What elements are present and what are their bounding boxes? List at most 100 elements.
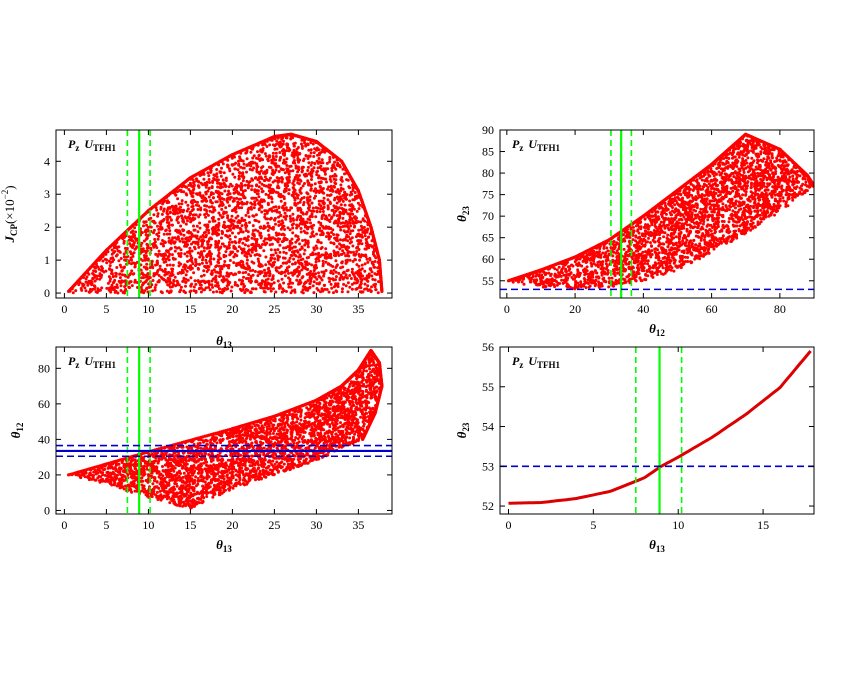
scatter-point xyxy=(296,224,300,228)
scatter-point xyxy=(349,250,353,254)
scatter-point xyxy=(200,274,203,278)
scatter-point xyxy=(177,202,181,206)
scatter-point xyxy=(168,263,172,267)
scatter-point xyxy=(131,254,135,258)
scatter-point xyxy=(350,287,354,291)
scatter-point xyxy=(205,212,209,215)
scatter-point xyxy=(145,223,149,227)
scatter-point xyxy=(114,289,118,293)
scatter-point xyxy=(341,221,345,225)
scatter-point xyxy=(252,206,256,210)
scatter-point xyxy=(285,176,289,180)
scatter-point xyxy=(173,257,177,261)
scatter-point xyxy=(202,235,206,239)
scatter-point xyxy=(256,157,260,161)
x-tick-label: 25 xyxy=(268,302,280,316)
scatter-point xyxy=(267,155,271,159)
scatter-point xyxy=(223,244,227,248)
scatter-point xyxy=(198,262,201,266)
scatter-point xyxy=(321,233,325,237)
scatter-point xyxy=(356,220,360,224)
scatter-point xyxy=(146,290,150,294)
scatter-point xyxy=(165,232,169,236)
scatter-point xyxy=(201,258,204,262)
scatter-point xyxy=(179,252,183,255)
scatter-point xyxy=(94,290,98,294)
scatter-point xyxy=(245,157,249,161)
scatter-point xyxy=(324,177,328,181)
scatter-point xyxy=(372,265,376,269)
scatter-point xyxy=(340,197,344,201)
scatter-point xyxy=(251,242,255,246)
scatter-point xyxy=(219,274,223,277)
scatter-point xyxy=(350,267,354,271)
scatter-point xyxy=(281,271,285,275)
scatter-point xyxy=(230,285,234,289)
scatter-point xyxy=(98,277,102,281)
scatter-point xyxy=(699,207,703,211)
scatter-point xyxy=(170,270,174,274)
scatter-point xyxy=(338,238,342,242)
scatter-point xyxy=(300,146,304,150)
scatter-point xyxy=(114,272,118,276)
scatter-point xyxy=(211,181,215,184)
scatter-point xyxy=(636,228,640,232)
scatter-point xyxy=(270,197,274,201)
scatter-point xyxy=(283,270,287,274)
scatter-point xyxy=(192,217,196,221)
scatter-point xyxy=(265,209,269,213)
scatter-point xyxy=(211,290,215,294)
scatter-point xyxy=(173,240,177,244)
scatter-point xyxy=(286,226,290,230)
scatter-point xyxy=(254,279,258,283)
scatter-point xyxy=(206,240,209,244)
scatter-point xyxy=(271,188,275,192)
scatter-point xyxy=(285,157,289,161)
scatter-point xyxy=(319,204,323,208)
scatter-point xyxy=(289,291,293,295)
scatter-point xyxy=(303,141,306,145)
scatter-point xyxy=(340,211,344,215)
scatter-point xyxy=(250,260,254,264)
scatter-point xyxy=(343,196,346,200)
scatter-point xyxy=(267,178,271,182)
scatter-point xyxy=(191,240,195,244)
scatter-point xyxy=(169,247,173,251)
scatter-point xyxy=(332,285,336,289)
scatter-point xyxy=(306,157,310,160)
scatter-point xyxy=(196,208,200,211)
x-axis-label: θ13 xyxy=(216,333,232,350)
y-axis-text: J xyxy=(2,236,17,244)
scatter-point xyxy=(131,272,135,276)
scatter-point xyxy=(257,185,261,189)
scatter-point xyxy=(288,214,292,218)
scatter-point xyxy=(157,252,161,256)
scatter-point xyxy=(204,233,208,237)
scatter-point xyxy=(241,271,245,275)
scatter-point xyxy=(315,148,319,152)
scatter-point xyxy=(274,290,278,294)
scatter-point xyxy=(309,148,313,152)
scatter-point xyxy=(288,244,292,247)
scatter-point xyxy=(259,281,263,285)
scatter-point xyxy=(360,263,364,267)
scatter-point xyxy=(273,257,277,261)
scatter-point xyxy=(224,206,228,210)
scatter-point xyxy=(166,271,170,275)
scatter-point xyxy=(163,267,167,271)
scatter-point xyxy=(289,164,293,168)
scatter-point xyxy=(228,197,232,201)
scatter-point xyxy=(241,241,245,245)
scatter-point xyxy=(343,203,347,207)
scatter-point xyxy=(199,235,203,239)
scatter-point xyxy=(244,229,248,232)
scatter-point xyxy=(773,213,776,217)
scatter-point xyxy=(307,203,311,207)
scatter-point xyxy=(330,169,334,173)
scatter-point xyxy=(351,244,355,248)
scatter-point xyxy=(160,268,164,272)
scatter-point xyxy=(297,265,301,269)
scatter-point xyxy=(662,235,666,239)
scatter-point xyxy=(164,228,168,232)
scatter-point xyxy=(276,164,279,168)
